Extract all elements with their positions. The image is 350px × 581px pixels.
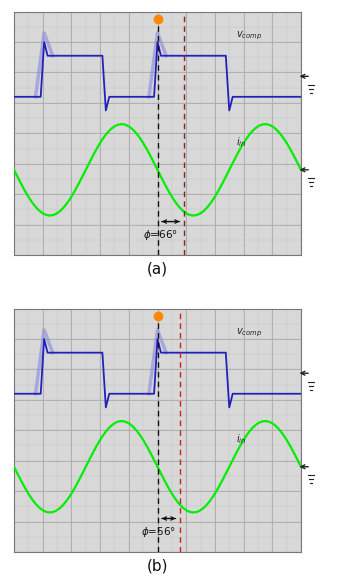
Text: U: U bbox=[154, 16, 161, 24]
Text: $\phi$=56°: $\phi$=56° bbox=[141, 525, 176, 539]
Text: $i_{in}$: $i_{in}$ bbox=[237, 432, 247, 446]
Text: (a): (a) bbox=[147, 262, 168, 277]
Text: (b): (b) bbox=[147, 559, 168, 574]
Text: $\phi$=66°: $\phi$=66° bbox=[143, 228, 178, 242]
Text: $v_{comp}$: $v_{comp}$ bbox=[237, 30, 263, 42]
Text: $i_{in}$: $i_{in}$ bbox=[237, 135, 247, 149]
Text: $v_{comp}$: $v_{comp}$ bbox=[237, 327, 263, 339]
Text: U: U bbox=[154, 313, 161, 321]
